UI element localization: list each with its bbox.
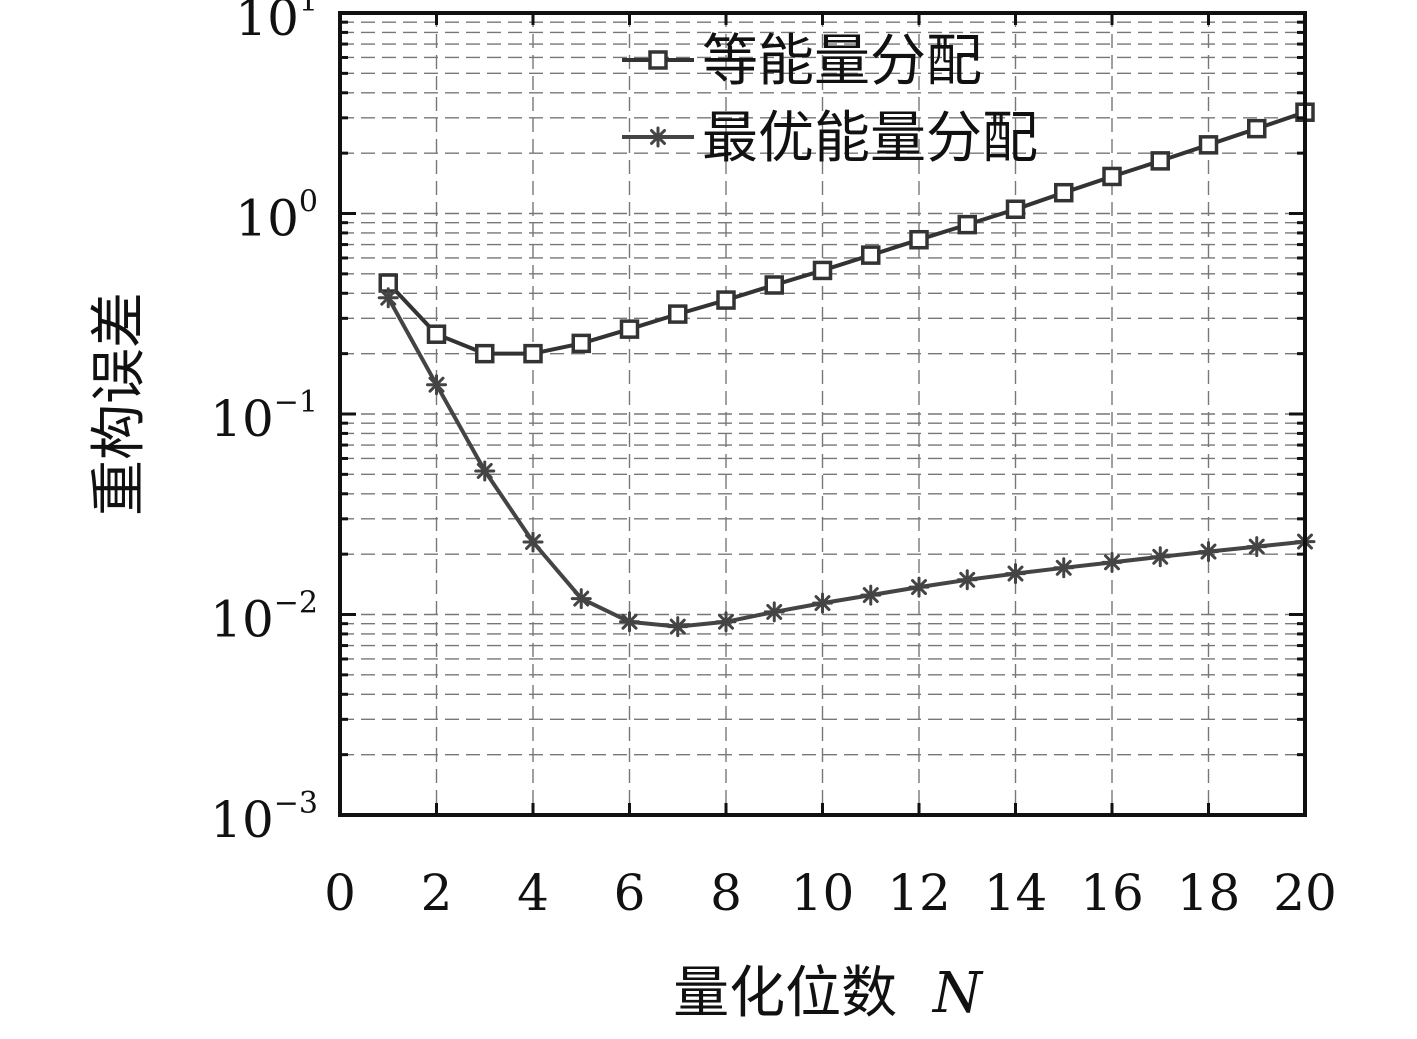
data-point-star [715,611,737,633]
x-tick-label: 12 [887,864,951,922]
data-point-star [956,569,978,591]
x-axis-title: 量化位数 N [673,961,984,1026]
data-point-star [474,460,496,482]
data-point-star [667,616,689,638]
x-tick-label: 16 [1080,864,1144,922]
y-tick-label: 100 [235,185,318,248]
data-point-star [1149,546,1171,568]
y-tick-base: 10 [210,390,274,448]
data-point-square [909,229,929,250]
legend-label: 最优能量分配 [702,106,1038,171]
data-point-square [1150,151,1170,171]
data-point-star [522,531,544,553]
y-tick-base: 10 [210,791,274,849]
data-point-square [812,260,833,281]
y-tick-exponent: −3 [274,786,318,821]
y-tick-base: 10 [235,190,299,248]
y-tick-label: 10−3 [210,786,318,849]
data-point-square [861,245,881,265]
data-point-square [426,324,447,344]
x-tick-label: 2 [421,864,453,922]
data-point-square [619,319,640,339]
y-tick-exponent: −1 [274,385,318,420]
data-point-star [1053,557,1075,579]
x-tick-label: 10 [791,864,855,922]
x-axis-title-text: 量化位数 [673,961,897,1026]
data-point-square [1247,118,1267,139]
legend-label: 等能量分配 [702,29,982,94]
y-tick-label: 10−1 [210,385,318,448]
data-point-star [619,611,640,633]
x-tick-label: 18 [1177,864,1241,922]
data-point-star [570,588,592,610]
data-point-square [648,50,668,70]
data-point-square [668,304,688,324]
y-tick-label: 101 [235,0,318,47]
x-tick-label: 20 [1273,864,1337,922]
y-axis-title: 重构误差 [87,292,152,516]
data-point-star [647,126,669,148]
x-tick-label: 6 [614,864,646,922]
data-point-star [1246,536,1268,558]
data-point-star [1005,563,1026,585]
y-tick-base: 10 [210,591,274,649]
data-point-star [1198,541,1219,563]
data-point-square [957,214,977,235]
data-point-star [377,287,399,309]
y-tick-label: 10−2 [210,586,318,649]
data-point-square [523,343,543,364]
data-point-square [475,343,495,364]
data-point-star [426,374,447,396]
series-2 [377,287,1316,638]
x-axis-title-variable: N [931,961,984,1026]
data-point-star [763,601,785,623]
data-point-square [764,275,784,295]
series-1 [378,102,1315,364]
y-tick-exponent: −2 [274,586,318,621]
data-point-star [812,592,833,614]
series-layer [377,102,1316,638]
data-point-square [571,333,591,354]
data-point-star [908,576,930,598]
data-point-square [1198,135,1219,155]
data-point-square [716,290,736,310]
x-tick-label: 8 [710,864,742,922]
data-point-square [1102,166,1122,187]
x-tick-label: 4 [517,864,549,922]
x-tick-label: 14 [984,864,1048,922]
data-point-square [1054,182,1074,203]
legend-item: 最优能量分配 [622,106,1038,171]
data-point-star [1101,551,1123,573]
y-tick-exponent: 0 [299,185,318,220]
x-tick-label: 0 [324,864,356,922]
data-point-star [860,584,882,606]
data-point-square [1005,199,1026,220]
legend-item: 等能量分配 [622,29,982,94]
y-tick-base: 10 [235,0,299,47]
y-tick-exponent: 1 [299,0,318,19]
